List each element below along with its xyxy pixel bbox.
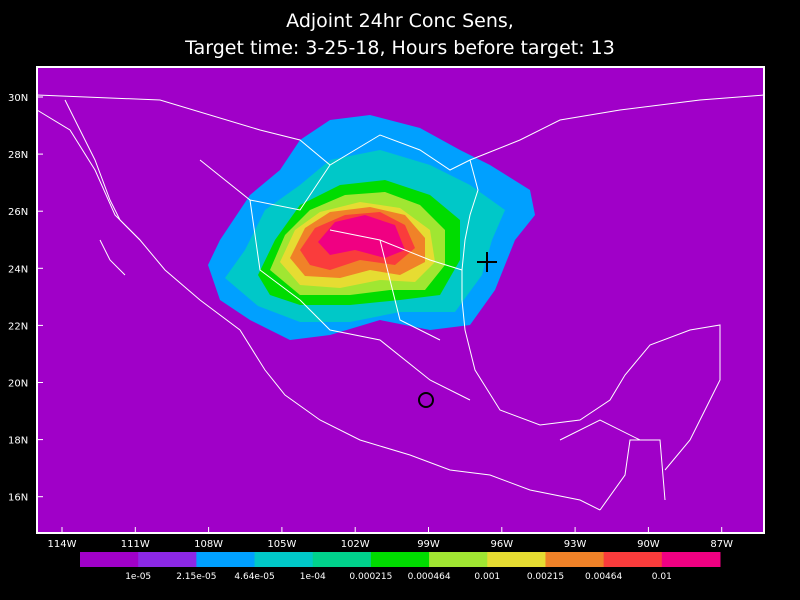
lon-label: 102W (341, 539, 370, 550)
lon-label: 93W (564, 539, 587, 550)
lat-label: 22N (8, 321, 28, 332)
lon-label: 90W (637, 539, 660, 550)
source-marker (418, 392, 434, 408)
colorbar-label: 0.00215 (527, 572, 564, 582)
map (36, 66, 765, 534)
colorbar-label: 1e-05 (125, 572, 151, 582)
lon-label: 87W (710, 539, 733, 550)
colorbar-segment (487, 552, 546, 567)
lon-label: 108W (194, 539, 223, 550)
colorbar-segment (312, 552, 372, 567)
coastline (36, 109, 721, 511)
colorbar-segment (545, 552, 605, 567)
lat-label: 26N (8, 207, 28, 218)
lat-label: 24N (8, 264, 28, 275)
lat-label: 30N (8, 93, 28, 104)
lat-label: 18N (8, 436, 28, 447)
lon-label: 99W (417, 539, 440, 550)
colorbar-segment (429, 552, 488, 567)
lon-label: 96W (490, 539, 513, 550)
colorbar-segment (254, 552, 314, 567)
target-marker (477, 252, 497, 272)
lat-label: 28N (8, 150, 28, 161)
lat-label: 20N (8, 379, 28, 390)
colorbar-segment (603, 552, 663, 567)
colorbar-label: 2.15e-05 (176, 572, 216, 582)
lon-labels: 114W 111W 108W 105W 102W 99W 96W 93W 90W 87W (48, 527, 733, 550)
lon-label: 114W (48, 539, 77, 550)
lat-labels: 30N 28N 26N 24N 22N 20N 18N 16N (8, 93, 43, 504)
colorbar-segment (196, 552, 256, 567)
title: Adjoint 24hr Conc Sens, (286, 10, 514, 32)
colorbar-segment (370, 552, 430, 567)
colorbar: 1e-05 2.15e-05 4.64e-05 1e-04 0.000215 0.0004… (80, 552, 721, 582)
state-borders (199, 159, 641, 441)
colorbar-segment (80, 552, 139, 567)
border (36, 94, 765, 171)
colorbar-label: 0.001 (474, 572, 500, 582)
colorbar-label: 4.64e-05 (234, 572, 274, 582)
colorbar-segment (138, 552, 197, 567)
lat-label: 16N (8, 493, 28, 504)
lon-label: 111W (121, 539, 150, 550)
colorbar-label: 1e-04 (300, 572, 326, 582)
colorbar-label: 0.01 (652, 572, 672, 582)
baja-california (64, 99, 141, 276)
subtitle: Target time: 3-25-18, Hours before targe… (184, 37, 615, 59)
colorbar-label: 0.000215 (349, 572, 392, 582)
colorbar-label: 0.000464 (408, 572, 451, 582)
lon-label: 105W (267, 539, 296, 550)
colorbar-label: 0.00464 (585, 572, 622, 582)
colorbar-segment (661, 552, 721, 567)
